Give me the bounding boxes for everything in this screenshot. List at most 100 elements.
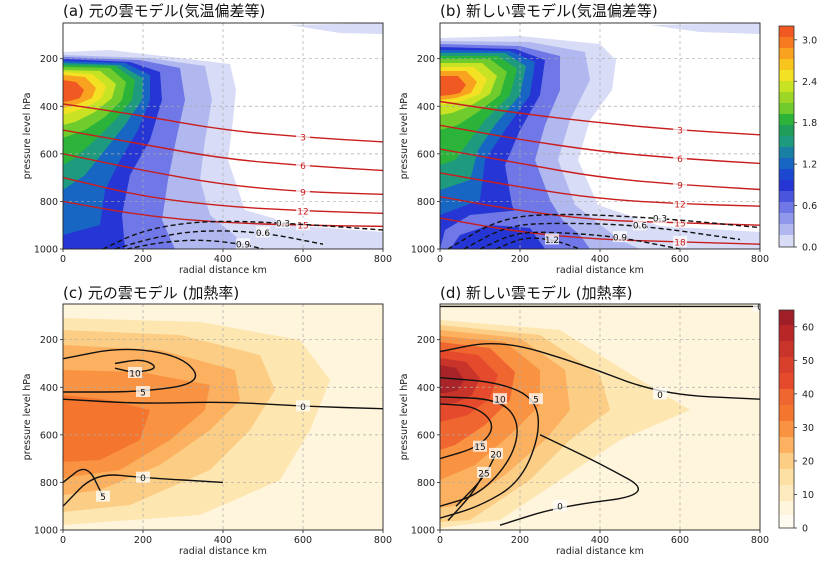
panel-d-black-contour-3 <box>440 377 540 519</box>
panel-d-black-label-0: 0 <box>757 303 763 313</box>
panel-a-red-label-0: 3 <box>300 134 306 144</box>
y-tick-label: 200 <box>417 335 435 346</box>
panel-b-black-label-bg-2 <box>613 231 627 243</box>
x-tick-label: 400 <box>214 535 232 546</box>
colorbar-bottom-tick-label: 20 <box>802 456 814 467</box>
panel-b-black-contour-3 <box>495 237 581 249</box>
colorbar-bottom <box>778 309 795 529</box>
x-tick-label: 600 <box>294 535 312 546</box>
panel-b-red-label-bg-2 <box>673 178 687 190</box>
y-tick-label: 1000 <box>34 526 58 537</box>
panel-d-black-label-4: 10 <box>494 396 506 406</box>
colorbar-top-seg <box>779 125 794 136</box>
panel-c-black-contour-4 <box>63 468 104 498</box>
colorbar-bottom-seg <box>779 405 794 421</box>
colorbar-top-tick-label: 0.6 <box>802 201 817 212</box>
x-tick-label: 800 <box>374 254 392 265</box>
panel-d-black-label-bg-4 <box>493 393 507 405</box>
panel-a-red-label-2: 9 <box>300 188 306 198</box>
colorbar-top-seg <box>779 59 794 70</box>
x-tick-label: 0 <box>437 254 443 265</box>
colorbar-bottom-tick-label: 0 <box>802 524 808 535</box>
panel-a-red-contour-0 <box>63 103 383 143</box>
panel-d-black-label-6: 20 <box>490 450 502 460</box>
panel-b-overlays: 3 6 9 12 15 18 0.3 0.6 0.9 1.2 <box>440 23 760 249</box>
y-tick-label: 200 <box>40 54 58 65</box>
x-tick-label: 800 <box>751 254 769 265</box>
panel-b-black-label-bg-1 <box>633 219 647 231</box>
panel-d-black-label-7: 25 <box>478 469 489 479</box>
panel-a-level-3.0 <box>63 80 84 102</box>
x-tick-label: 800 <box>374 535 392 546</box>
panel-b-black-label-0: 0.3 <box>653 215 667 225</box>
panel-d-black-label-bg-5 <box>473 440 487 452</box>
panel-d-black-label-1: 0 <box>657 391 663 401</box>
panel-c-xlabel: radial distance km <box>179 546 267 557</box>
colorbar-bottom-tick-label: 30 <box>802 423 814 434</box>
panel-a-red-label-bg-3 <box>296 204 310 216</box>
panel-b-red-label-2: 9 <box>677 181 683 191</box>
panel-b-red-label-bg-5 <box>673 235 687 247</box>
panel-c-black-contour-0 <box>63 348 197 393</box>
panel-b-red-label-bg-3 <box>673 197 687 209</box>
colorbar-top-seg <box>779 180 794 191</box>
panel-d-black-label-bg-7 <box>477 466 491 478</box>
colorbar-top-tick-label: 3.0 <box>802 35 817 46</box>
colorbar-bottom-seg <box>779 437 794 453</box>
panel-b-red-label-bg-1 <box>673 152 687 164</box>
panel-b-black-label-1: 0.6 <box>633 222 648 232</box>
panel-d-title: (d) 新しい雲モデル (加熱率) <box>440 284 632 302</box>
panel-a-black-label-bg-0 <box>276 216 290 228</box>
panel-b-red-contour-0 <box>440 100 760 136</box>
colorbar-bottom-seg <box>779 515 794 528</box>
x-tick-label: 600 <box>294 254 312 265</box>
colorbar-bottom-seg <box>779 341 794 357</box>
colorbar-top-seg <box>779 92 794 103</box>
panel-b-xlabel: radial distance km <box>556 265 644 276</box>
x-tick-label: 600 <box>671 535 689 546</box>
colorbar-top-seg <box>779 213 794 224</box>
y-tick-label: 400 <box>417 102 435 113</box>
panel-c-black-label-bg-4 <box>96 490 110 502</box>
panel-a-black-label-1: 0.6 <box>256 229 271 239</box>
panel-c-level-25 <box>63 395 150 462</box>
panel-b-red-label-4: 15 <box>674 219 685 229</box>
colorbar-top-tick-label: 2.4 <box>802 77 817 88</box>
y-tick-label: 600 <box>40 149 58 160</box>
y-tick-label: 600 <box>417 149 435 160</box>
panel-b-ylabel: pressure level hPa <box>399 93 410 180</box>
panel-b-level-upper <box>650 23 760 34</box>
panel-b-red-label-3: 12 <box>674 200 685 210</box>
x-tick-label: 200 <box>511 254 529 265</box>
colorbar-top-seg <box>779 224 794 235</box>
colorbar-top-seg <box>779 81 794 92</box>
panel-a-black-label-bg-2 <box>236 238 250 249</box>
y-tick-label: 800 <box>40 478 58 489</box>
x-tick-label: 400 <box>591 254 609 265</box>
panel-c-overlays: 5 10 0 0 5 <box>63 304 383 530</box>
panel-b-red-contour-3 <box>440 172 760 207</box>
panel-a-red-label-bg-1 <box>296 159 310 171</box>
panel-b-red-label-bg-4 <box>673 216 687 228</box>
panel-b-red-label-1: 6 <box>677 155 683 165</box>
panel-b-red-label-0: 3 <box>677 127 683 137</box>
y-tick-label: 200 <box>417 54 435 65</box>
panel-a-black-label-bg-1 <box>256 226 270 238</box>
y-tick-label: 600 <box>40 430 58 441</box>
panel-c-black-label-1: 10 <box>129 369 141 379</box>
x-tick-label: 200 <box>511 535 529 546</box>
x-tick-label: 200 <box>134 535 152 546</box>
panel-d-black-contour-7 <box>447 472 485 521</box>
colorbar-top-seg <box>779 48 794 59</box>
colorbar-bottom-seg <box>779 421 794 437</box>
colorbar-top-seg <box>779 235 794 247</box>
colorbar-top-seg <box>779 136 794 147</box>
colorbar-top-tick-label: 1.2 <box>802 160 817 171</box>
panel-c-black-label-2: 0 <box>300 403 306 413</box>
colorbar-bottom-seg <box>779 485 794 501</box>
x-tick-label: 600 <box>671 254 689 265</box>
panel-a-red-label-3: 12 <box>297 207 308 217</box>
